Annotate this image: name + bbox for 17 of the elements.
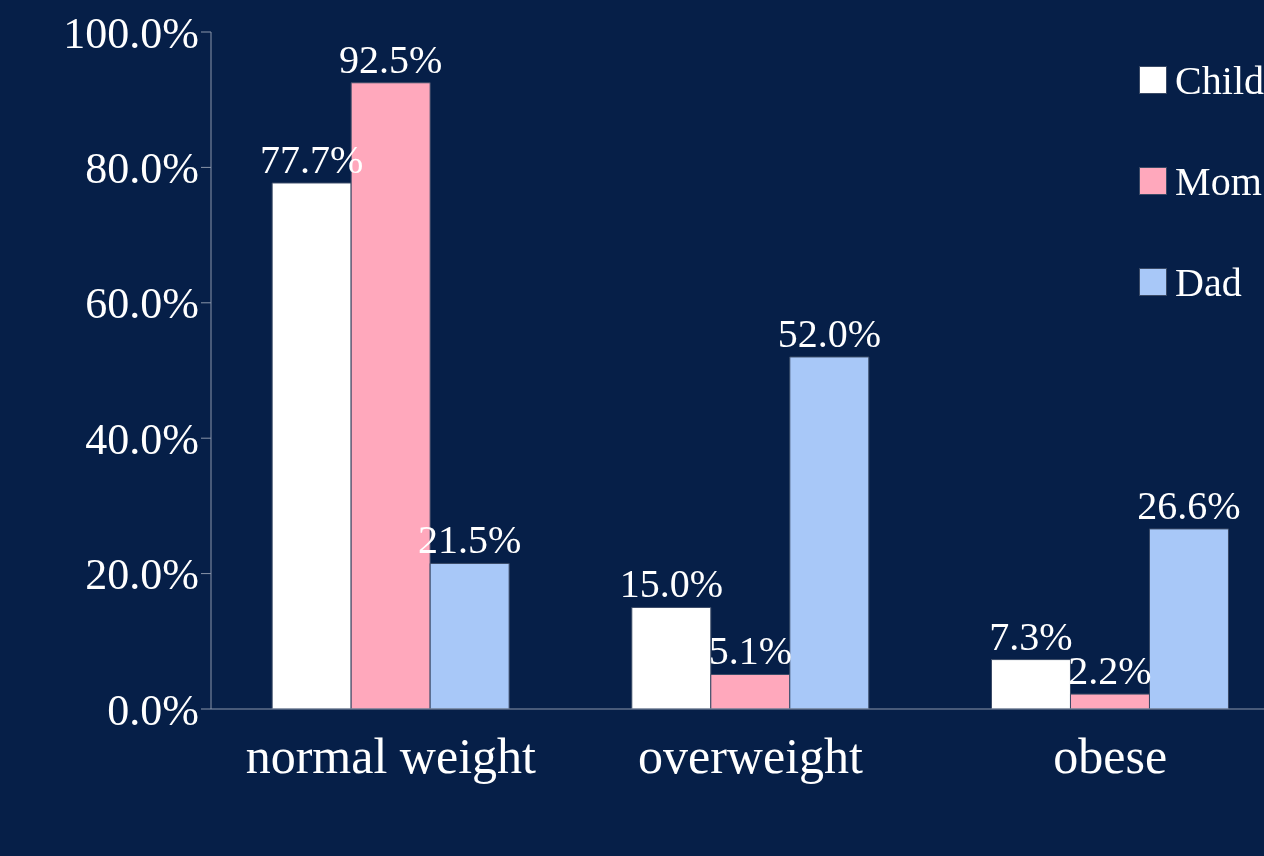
legend-label: Dad [1175, 258, 1242, 306]
y-tick-label: 40.0% [85, 414, 199, 464]
data-label: 52.0% [777, 310, 881, 356]
data-label: 26.6% [1137, 482, 1241, 528]
data-label: 92.5% [338, 36, 443, 82]
legend-label: Child [1175, 56, 1264, 104]
legend-label: Mom [1175, 157, 1262, 205]
x-tick-label: overweight [638, 727, 864, 784]
x-tick-label: obese [1053, 727, 1168, 784]
y-tick-label: 0.0% [107, 685, 199, 735]
y-tick-label: 20.0% [85, 550, 199, 600]
x-tick-label: normal weight [245, 727, 537, 784]
y-tick-label: 100.0% [63, 8, 199, 58]
data-label: 15.0% [619, 561, 723, 607]
y-tick-label: 60.0% [85, 279, 199, 329]
data-label: 5.1% [708, 628, 792, 674]
y-tick-label: 80.0% [85, 144, 199, 194]
